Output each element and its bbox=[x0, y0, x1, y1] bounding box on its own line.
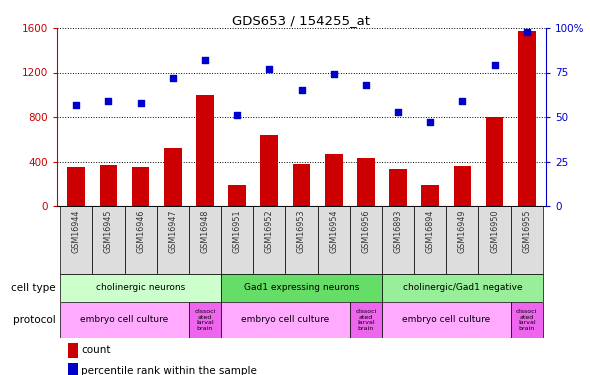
Bar bbox=[253, 206, 286, 274]
Point bbox=[200, 57, 209, 63]
Text: dissoci
ated
larval
brain: dissoci ated larval brain bbox=[355, 309, 376, 331]
Text: GSM16956: GSM16956 bbox=[361, 209, 371, 253]
Text: dissoci
ated
larval
brain: dissoci ated larval brain bbox=[516, 309, 537, 331]
Point bbox=[297, 87, 306, 93]
Text: percentile rank within the sample: percentile rank within the sample bbox=[81, 366, 257, 375]
Bar bbox=[357, 158, 375, 206]
Bar bbox=[382, 302, 510, 338]
Bar bbox=[93, 206, 124, 274]
Bar bbox=[221, 206, 253, 274]
Text: GSM16950: GSM16950 bbox=[490, 209, 499, 253]
Text: dissoci
ated
larval
brain: dissoci ated larval brain bbox=[194, 309, 216, 331]
Point bbox=[490, 62, 499, 68]
Bar bbox=[446, 206, 478, 274]
Bar bbox=[414, 206, 446, 274]
Text: GSM16944: GSM16944 bbox=[72, 209, 81, 253]
Bar bbox=[164, 148, 182, 206]
Text: cell type: cell type bbox=[11, 283, 55, 293]
Text: GSM16952: GSM16952 bbox=[265, 209, 274, 253]
Bar bbox=[293, 164, 310, 206]
Text: GSM16953: GSM16953 bbox=[297, 209, 306, 253]
Text: GSM16948: GSM16948 bbox=[201, 209, 209, 253]
Bar bbox=[510, 206, 543, 274]
Bar bbox=[132, 167, 149, 206]
Bar bbox=[486, 117, 503, 206]
Text: embryo cell culture: embryo cell culture bbox=[402, 315, 490, 324]
Point bbox=[522, 28, 532, 34]
Point bbox=[104, 98, 113, 104]
Bar bbox=[454, 166, 471, 206]
Bar bbox=[221, 274, 382, 302]
Bar bbox=[317, 206, 350, 274]
Point bbox=[71, 102, 81, 108]
Title: GDS653 / 154255_at: GDS653 / 154255_at bbox=[232, 14, 371, 27]
Point bbox=[136, 100, 145, 106]
Text: embryo cell culture: embryo cell culture bbox=[80, 315, 169, 324]
Bar bbox=[325, 154, 343, 206]
Bar bbox=[100, 165, 117, 206]
Bar bbox=[228, 185, 246, 206]
Text: count: count bbox=[81, 345, 111, 355]
Text: GSM16954: GSM16954 bbox=[329, 209, 338, 253]
Point bbox=[458, 98, 467, 104]
Bar bbox=[350, 302, 382, 338]
Bar bbox=[189, 302, 221, 338]
Bar bbox=[389, 169, 407, 206]
Bar bbox=[67, 342, 78, 358]
Text: Gad1 expressing neurons: Gad1 expressing neurons bbox=[244, 284, 359, 292]
Bar bbox=[67, 363, 78, 375]
Text: cholinergic/Gad1 negative: cholinergic/Gad1 negative bbox=[402, 284, 522, 292]
Text: GSM16955: GSM16955 bbox=[522, 209, 531, 253]
Text: GSM16949: GSM16949 bbox=[458, 209, 467, 253]
Point bbox=[394, 109, 403, 115]
Bar bbox=[350, 206, 382, 274]
Text: embryo cell culture: embryo cell culture bbox=[241, 315, 330, 324]
Bar bbox=[157, 206, 189, 274]
Text: protocol: protocol bbox=[12, 315, 55, 325]
Point bbox=[329, 71, 339, 77]
Bar bbox=[382, 274, 543, 302]
Bar bbox=[189, 206, 221, 274]
Bar bbox=[510, 302, 543, 338]
Point bbox=[232, 112, 242, 118]
Point bbox=[361, 82, 371, 88]
Point bbox=[264, 66, 274, 72]
Bar bbox=[196, 95, 214, 206]
Bar bbox=[286, 206, 317, 274]
Bar bbox=[60, 206, 93, 274]
Point bbox=[168, 75, 178, 81]
Bar bbox=[382, 206, 414, 274]
Text: GSM16951: GSM16951 bbox=[232, 209, 242, 253]
Text: cholinergic neurons: cholinergic neurons bbox=[96, 284, 185, 292]
Bar bbox=[478, 206, 510, 274]
Bar bbox=[60, 274, 221, 302]
Bar bbox=[518, 32, 536, 206]
Text: GSM16946: GSM16946 bbox=[136, 209, 145, 253]
Bar bbox=[60, 302, 189, 338]
Text: GSM16893: GSM16893 bbox=[394, 209, 402, 253]
Bar bbox=[421, 185, 439, 206]
Point bbox=[425, 119, 435, 125]
Bar bbox=[260, 135, 278, 206]
Text: GSM16945: GSM16945 bbox=[104, 209, 113, 253]
Text: GSM16947: GSM16947 bbox=[168, 209, 178, 253]
Bar bbox=[67, 167, 85, 206]
Bar bbox=[221, 302, 350, 338]
Bar bbox=[124, 206, 157, 274]
Text: GSM16894: GSM16894 bbox=[425, 209, 435, 253]
